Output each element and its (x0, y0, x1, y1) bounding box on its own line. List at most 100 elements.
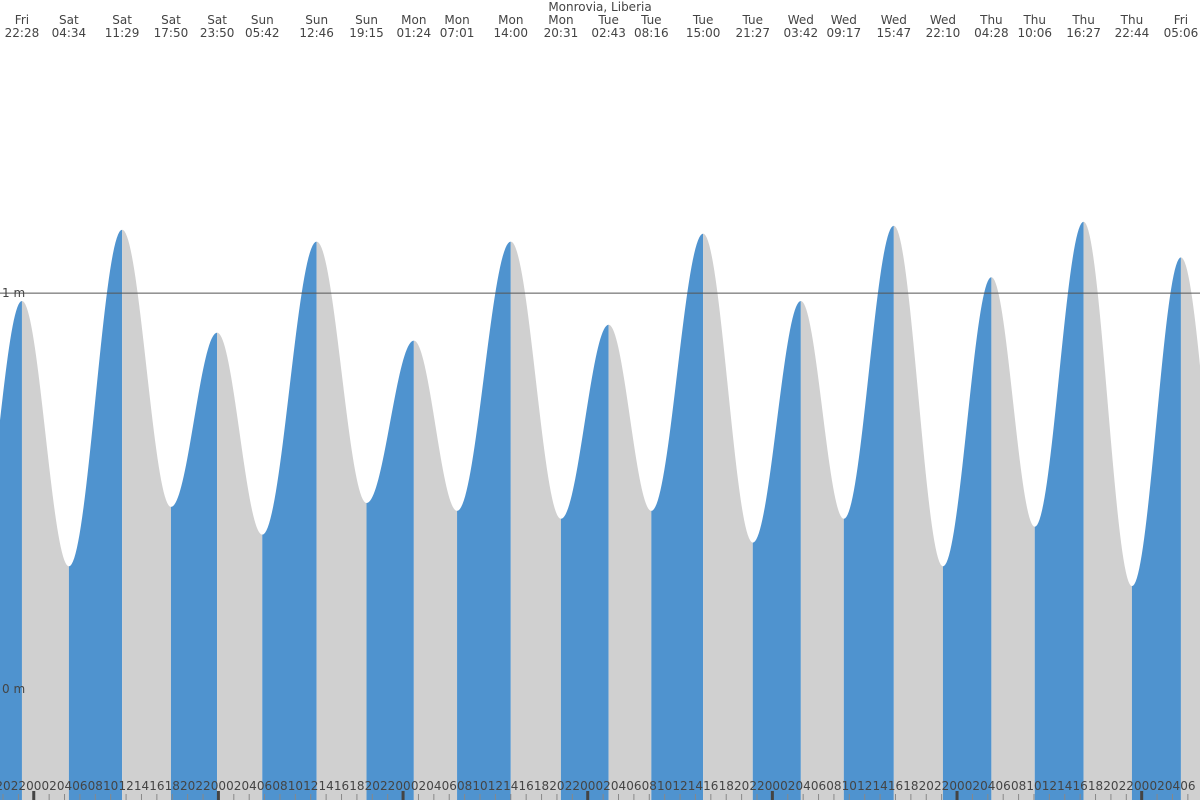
x-tick-label: 08 (826, 779, 841, 793)
rising-tide (68, 229, 123, 800)
x-tick-label: 16 (334, 779, 349, 793)
x-tick-label: 22 (195, 779, 210, 793)
extreme-time: 04:28 (974, 26, 1009, 40)
x-tick-label: 20 (0, 779, 11, 793)
rising-tide (0, 300, 22, 800)
x-tick-label: 06 (626, 779, 641, 793)
extreme-day: Thu (1071, 13, 1095, 27)
extreme-day: Mon (548, 13, 573, 27)
x-tick-label: 18 (903, 779, 918, 793)
x-tick-label: 04 (242, 779, 257, 793)
falling-tide (1180, 257, 1200, 800)
falling-tide (800, 300, 844, 800)
rising-tide (262, 241, 317, 800)
x-tick-label: 08 (272, 779, 287, 793)
x-tick-label: 02 (1149, 779, 1164, 793)
x-tick-label: 04 (426, 779, 441, 793)
x-tick-label: 08 (88, 779, 103, 793)
extreme-time: 11:29 (105, 26, 140, 40)
x-tick-label: 18 (719, 779, 734, 793)
x-tick-label: 18 (534, 779, 549, 793)
extreme-day: Mon (401, 13, 426, 27)
extreme-time: 02:43 (591, 26, 626, 40)
x-tick-label: 16 (519, 779, 534, 793)
extreme-time: 15:47 (877, 26, 912, 40)
x-tick-label: 12 (857, 779, 872, 793)
x-tick-label: 10 (657, 779, 672, 793)
extreme-day: Wed (788, 13, 814, 27)
x-tick-label: 04 (980, 779, 995, 793)
x-tick-label: 14 (688, 779, 703, 793)
extreme-time: 20:31 (544, 26, 579, 40)
x-tick-label: 18 (165, 779, 180, 793)
extreme-time: 07:01 (440, 26, 475, 40)
x-tick-label: 20 (919, 779, 934, 793)
x-tick-label: 16 (703, 779, 718, 793)
falling-tide (1083, 221, 1132, 800)
x-tick-label: 14 (1057, 779, 1072, 793)
extreme-day: Sat (59, 13, 79, 27)
x-tick-label: 04 (57, 779, 72, 793)
extreme-day: Thu (979, 13, 1003, 27)
extreme-day: Mon (498, 13, 523, 27)
falling-tide (608, 324, 652, 800)
x-tick-label: 14 (503, 779, 518, 793)
x-tick-label: 06 (811, 779, 826, 793)
x-tick-label: 08 (642, 779, 657, 793)
x-tick-label: 16 (149, 779, 164, 793)
x-tick-label: 06 (72, 779, 87, 793)
x-tick-label: 04 (1165, 779, 1180, 793)
extreme-time: 22:44 (1115, 26, 1150, 40)
x-tick-label: 22 (11, 779, 26, 793)
x-tick-label: 02 (411, 779, 426, 793)
x-tick-label: 14 (134, 779, 149, 793)
rising-tide (170, 332, 218, 800)
y-tick-label: 0 m (2, 682, 25, 696)
falling-tide (510, 241, 561, 800)
x-tick-label: 04 (611, 779, 626, 793)
x-tick-label: 16 (888, 779, 903, 793)
extreme-time: 16:27 (1066, 26, 1101, 40)
extreme-day: Sat (112, 13, 132, 27)
x-tick-label: 00 (765, 779, 780, 793)
extreme-time: 10:06 (1017, 26, 1052, 40)
x-tick-label: 16 (1072, 779, 1087, 793)
rising-tide (752, 300, 801, 800)
extreme-day: Thu (1022, 13, 1046, 27)
overlay: 0 m1 m2022000204060810121416182022000204… (0, 286, 1200, 800)
x-tick-label: 12 (672, 779, 687, 793)
extreme-time: 17:50 (154, 26, 189, 40)
x-tick-label: 20 (1103, 779, 1118, 793)
extreme-day: Mon (444, 13, 469, 27)
extreme-day: Fri (15, 13, 29, 27)
x-tick-label: 20 (734, 779, 749, 793)
extreme-day: Sun (355, 13, 378, 27)
falling-tide (893, 225, 943, 800)
extreme-time: 08:16 (634, 26, 669, 40)
extreme-day: Tue (742, 13, 764, 27)
x-tick-label: 18 (349, 779, 364, 793)
extreme-day: Fri (1174, 13, 1188, 27)
x-tick-label: 10 (288, 779, 303, 793)
x-tick-label: 10 (1026, 779, 1041, 793)
x-tick-label: 02 (965, 779, 980, 793)
x-tick-label: 00 (26, 779, 41, 793)
extreme-time: 22:10 (926, 26, 961, 40)
y-tick-label: 1 m (2, 286, 25, 300)
x-tick-label: 04 (796, 779, 811, 793)
extreme-day: Sat (207, 13, 227, 27)
falling-tide (703, 233, 753, 800)
x-tick-label: 20 (180, 779, 195, 793)
x-tick-label: 02 (595, 779, 610, 793)
tide-fill (0, 221, 1200, 800)
chart-title: Monrovia, Liberia (548, 0, 651, 14)
extreme-day: Wed (881, 13, 907, 27)
x-tick-label: 12 (488, 779, 503, 793)
x-tick-label: 12 (1042, 779, 1057, 793)
falling-tide (21, 300, 69, 800)
extreme-day: Tue (640, 13, 662, 27)
x-tick-label: 10 (842, 779, 857, 793)
extreme-day: Tue (597, 13, 619, 27)
extreme-time: 01:24 (397, 26, 432, 40)
x-tick-label: 00 (1134, 779, 1149, 793)
